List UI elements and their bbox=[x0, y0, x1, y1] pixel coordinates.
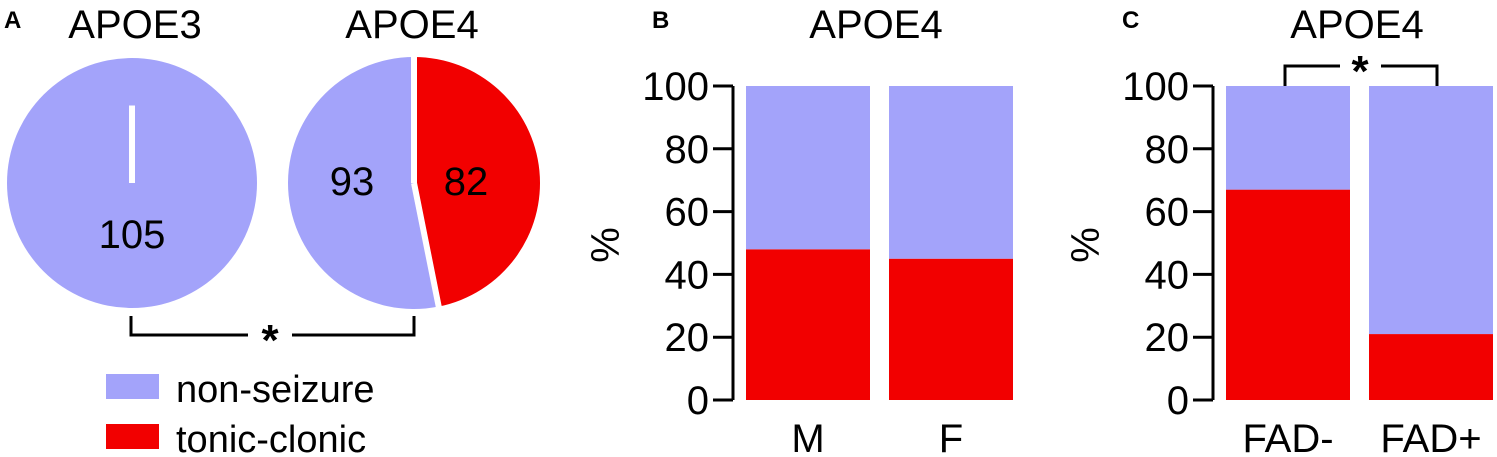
pie-0-label-non-seizure: 105 bbox=[99, 213, 166, 257]
legend-label-tonic-clonic: tonic-clonic bbox=[176, 419, 366, 457]
bar-b-ytick-label-40: 40 bbox=[665, 253, 710, 297]
bar-c-category-FAD+: FAD+ bbox=[1380, 417, 1481, 457]
bar-c-ytick-label-60: 60 bbox=[1145, 191, 1190, 235]
bar-b-M-non-seizure bbox=[746, 86, 870, 250]
pie-apoe4: 93 82 bbox=[288, 56, 541, 309]
bar-chart-c: 0 20 40 60 80 100 FAD- FAD+ bbox=[1122, 65, 1493, 457]
pie-1-label-tonic-clonic: 82 bbox=[444, 160, 489, 204]
bar-c-ylabel: % bbox=[1064, 227, 1108, 263]
bar-c-FAD+-tonic-clonic bbox=[1369, 334, 1493, 400]
bar-b-category-F: F bbox=[939, 417, 963, 457]
bar-b-ytick-label-0: 0 bbox=[687, 379, 709, 423]
legend-label-non-seizure: non-seizure bbox=[176, 369, 375, 411]
panel-letter-b: B bbox=[652, 7, 669, 34]
bar-c-title: APOE4 bbox=[1290, 3, 1423, 47]
bar-c-ytick-label-0: 0 bbox=[1167, 379, 1189, 423]
bar-chart-b: 0 20 40 60 80 100 M F bbox=[642, 65, 1013, 457]
bar-b-M-tonic-clonic bbox=[746, 249, 870, 400]
bar-c-category-FAD-: FAD- bbox=[1242, 417, 1333, 457]
pie-apoe3: 105 bbox=[7, 58, 257, 308]
bar-b-ylabel: % bbox=[584, 227, 628, 263]
bar-c-FAD--tonic-clonic bbox=[1226, 189, 1350, 400]
bar-c-significance-star: * bbox=[1351, 47, 1369, 96]
pie-significance-star: * bbox=[261, 316, 279, 365]
bar-b-title: APOE4 bbox=[809, 3, 942, 47]
bar-b-ytick-label-60: 60 bbox=[665, 191, 710, 235]
pie-1-separator-1 bbox=[411, 182, 442, 309]
bar-b-ytick-label-20: 20 bbox=[665, 316, 710, 360]
bar-b-category-M: M bbox=[791, 417, 824, 457]
bar-b-F-non-seizure bbox=[889, 86, 1013, 259]
panel-letter-c: C bbox=[1122, 7, 1139, 34]
legend-swatch-tonic-clonic bbox=[106, 424, 159, 449]
bar-b-F-tonic-clonic bbox=[889, 258, 1013, 400]
legend-swatch-non-seizure bbox=[106, 374, 159, 399]
bar-c-FAD--non-seizure bbox=[1226, 86, 1350, 190]
bar-c-ytick-label-80: 80 bbox=[1145, 128, 1190, 172]
bar-c-ytick-label-40: 40 bbox=[1145, 253, 1190, 297]
pie-significance-bracket bbox=[129, 316, 416, 337]
bar-c-ytick-label-20: 20 bbox=[1145, 316, 1190, 360]
pie-1-slice-tonic-clonic bbox=[414, 57, 541, 307]
panel-letter-a: A bbox=[4, 7, 21, 34]
bar-c-ytick-label-100: 100 bbox=[1122, 65, 1189, 109]
bar-c-FAD+-non-seizure bbox=[1369, 86, 1493, 335]
bar-c-significance-bracket bbox=[1283, 64, 1439, 86]
bar-b-ytick-label-100: 100 bbox=[642, 65, 709, 109]
pie-apoe3-title: APOE3 bbox=[68, 3, 201, 47]
pie-1-slice-non-seizure bbox=[288, 57, 439, 309]
pie-apoe4-title: APOE4 bbox=[345, 3, 478, 47]
bar-b-ytick-label-80: 80 bbox=[665, 128, 710, 172]
pie-1-label-non-seizure: 93 bbox=[330, 160, 375, 204]
